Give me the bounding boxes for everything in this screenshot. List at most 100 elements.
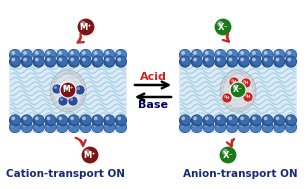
Circle shape — [227, 122, 238, 132]
Circle shape — [203, 115, 214, 126]
Circle shape — [94, 50, 103, 59]
Circle shape — [240, 123, 244, 127]
Circle shape — [262, 56, 274, 68]
Circle shape — [228, 122, 238, 131]
Circle shape — [35, 123, 39, 127]
Circle shape — [80, 114, 92, 126]
Circle shape — [287, 57, 296, 66]
Circle shape — [23, 57, 32, 66]
Circle shape — [47, 123, 50, 127]
Text: Anion-transport ON: Anion-transport ON — [183, 169, 297, 179]
Circle shape — [52, 84, 62, 94]
Circle shape — [215, 115, 226, 126]
Circle shape — [252, 115, 261, 124]
Circle shape — [115, 56, 126, 67]
Circle shape — [228, 58, 232, 61]
Circle shape — [252, 116, 256, 120]
Circle shape — [94, 116, 98, 120]
Circle shape — [180, 115, 191, 126]
Circle shape — [191, 56, 202, 67]
Circle shape — [45, 122, 56, 132]
Circle shape — [63, 84, 68, 90]
Circle shape — [181, 115, 190, 124]
Circle shape — [215, 122, 226, 132]
Circle shape — [91, 49, 103, 61]
Circle shape — [117, 115, 126, 124]
Circle shape — [21, 56, 32, 67]
Circle shape — [205, 123, 209, 127]
Circle shape — [180, 122, 191, 132]
Circle shape — [59, 122, 68, 131]
Circle shape — [274, 115, 285, 126]
Circle shape — [238, 49, 250, 61]
Circle shape — [21, 115, 32, 126]
Ellipse shape — [53, 74, 83, 108]
Circle shape — [276, 122, 285, 131]
Circle shape — [228, 51, 232, 55]
Circle shape — [106, 115, 115, 124]
Circle shape — [231, 83, 247, 99]
Circle shape — [285, 121, 297, 133]
Circle shape — [70, 122, 79, 131]
Circle shape — [44, 121, 56, 133]
Circle shape — [80, 115, 91, 126]
Circle shape — [54, 86, 57, 89]
Circle shape — [250, 115, 261, 126]
Circle shape — [250, 121, 262, 133]
Circle shape — [115, 56, 127, 68]
Circle shape — [45, 50, 56, 60]
Circle shape — [219, 146, 237, 164]
Circle shape — [276, 115, 285, 124]
Circle shape — [47, 115, 56, 124]
Circle shape — [21, 121, 33, 133]
Circle shape — [276, 50, 285, 59]
Circle shape — [33, 56, 44, 67]
Circle shape — [229, 77, 239, 87]
Circle shape — [70, 98, 73, 101]
Circle shape — [181, 122, 190, 131]
Circle shape — [252, 122, 261, 131]
Circle shape — [80, 121, 92, 133]
Circle shape — [92, 56, 103, 67]
Bar — [179, 49, 297, 133]
Circle shape — [117, 58, 121, 61]
Circle shape — [115, 115, 126, 126]
Circle shape — [70, 116, 74, 120]
Circle shape — [81, 146, 99, 164]
Circle shape — [94, 115, 103, 124]
Circle shape — [215, 19, 233, 37]
Circle shape — [45, 56, 56, 67]
Circle shape — [115, 122, 126, 132]
Circle shape — [68, 122, 80, 132]
Circle shape — [33, 56, 45, 68]
Circle shape — [94, 122, 103, 131]
Circle shape — [44, 49, 56, 61]
Circle shape — [180, 56, 191, 67]
Circle shape — [47, 57, 56, 66]
Circle shape — [250, 114, 262, 126]
Text: Base: Base — [138, 100, 168, 110]
Circle shape — [56, 114, 68, 126]
Circle shape — [250, 50, 261, 60]
Circle shape — [33, 114, 45, 126]
Circle shape — [226, 114, 238, 126]
Circle shape — [60, 98, 63, 101]
Circle shape — [35, 115, 44, 124]
Circle shape — [193, 58, 197, 61]
Circle shape — [227, 115, 238, 126]
Circle shape — [191, 115, 202, 126]
Circle shape — [264, 115, 273, 124]
Circle shape — [217, 51, 220, 55]
Circle shape — [35, 51, 39, 55]
Circle shape — [205, 51, 209, 55]
Circle shape — [286, 56, 297, 67]
Circle shape — [92, 122, 103, 132]
Circle shape — [58, 51, 62, 55]
Circle shape — [103, 49, 115, 61]
Circle shape — [203, 56, 214, 67]
Circle shape — [35, 50, 44, 59]
Circle shape — [91, 121, 103, 133]
Circle shape — [70, 58, 74, 61]
Text: H: H — [232, 80, 236, 84]
Circle shape — [264, 51, 268, 55]
